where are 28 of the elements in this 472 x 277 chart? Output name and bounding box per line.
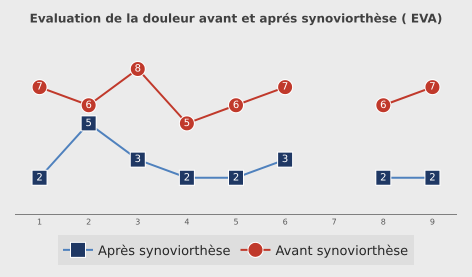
data-label: 2 [232, 172, 240, 184]
data-label: 2 [184, 172, 190, 184]
data-label: 6 [85, 100, 92, 111]
x-tick-label: 2 [86, 218, 92, 227]
x-tick-label: 8 [380, 218, 386, 227]
x-tick-label: 7 [332, 218, 337, 227]
data-label: 6 [232, 100, 240, 111]
data-label: 2 [380, 172, 387, 184]
data-label: 5 [85, 118, 92, 129]
chart-title: Evaluation de la douleur avant et aprés synoviorthèse ( EVA) [30, 11, 442, 26]
data-label: 8 [134, 64, 141, 74]
legend-label: Après synoviorthèse [98, 244, 230, 259]
x-tick-label: 5 [233, 218, 239, 227]
x-tick-label: 3 [135, 218, 140, 227]
data-label: 7 [36, 82, 43, 93]
legend-label: Avant synoviorthèse [275, 244, 408, 259]
x-tick-label: 6 [282, 218, 288, 227]
x-tick-label: 9 [430, 218, 435, 227]
data-label: 3 [134, 154, 141, 166]
data-label: 2 [36, 172, 43, 184]
x-tick-label: 1 [37, 218, 42, 227]
data-label: 3 [282, 154, 288, 166]
data-label: 7 [429, 82, 436, 93]
data-label: 7 [282, 82, 288, 93]
x-tick-label: 4 [184, 218, 190, 227]
data-label: 5 [184, 118, 190, 129]
data-label: 2 [429, 172, 436, 184]
data-label: 6 [380, 100, 387, 111]
